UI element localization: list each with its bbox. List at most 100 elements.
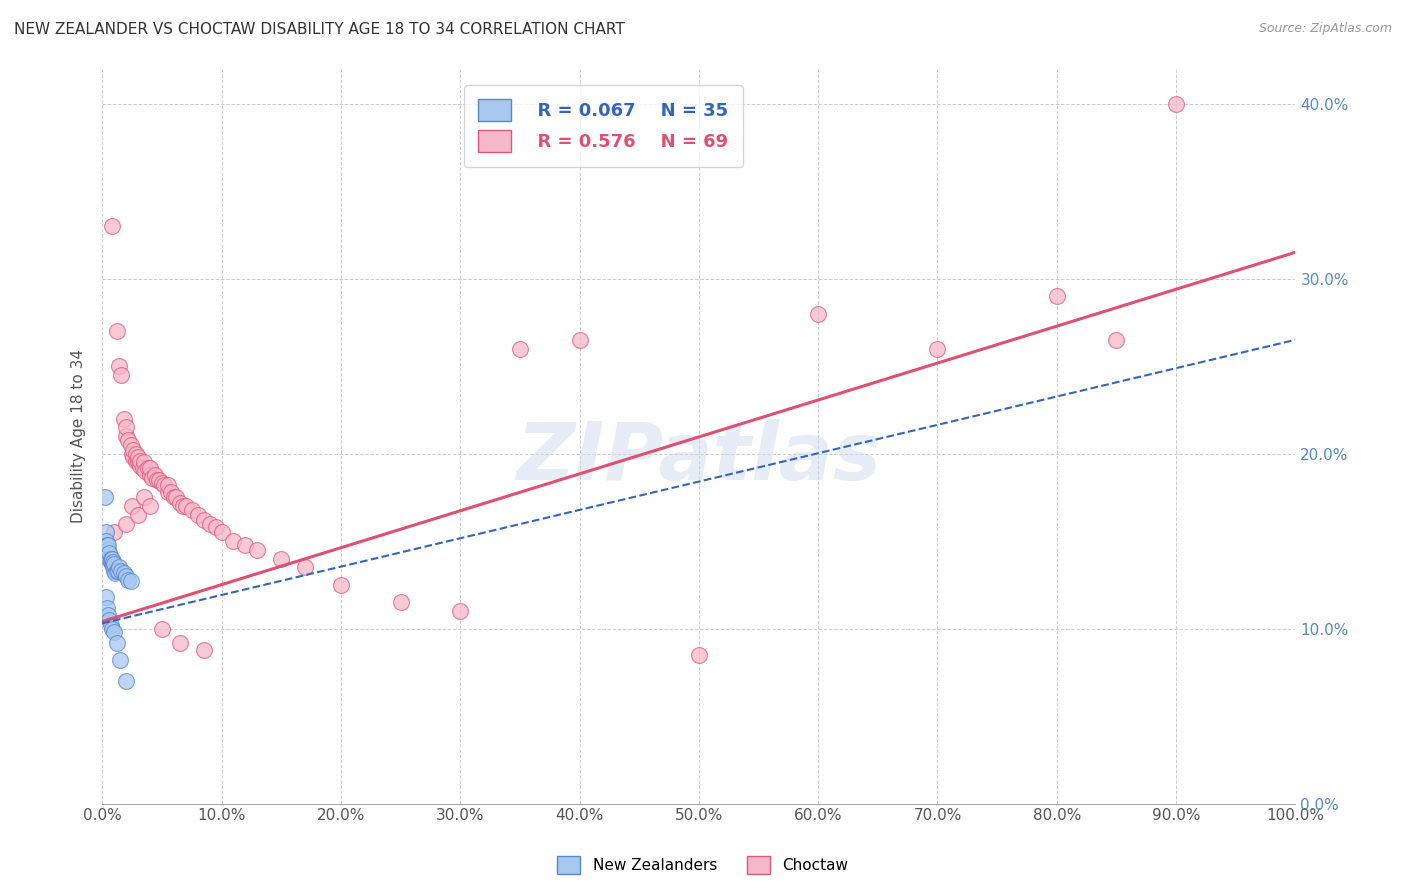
Point — [1166, 96, 1188, 111]
Point — [121, 499, 143, 513]
Point — [1105, 333, 1128, 347]
Point — [98, 613, 121, 627]
Point — [132, 460, 155, 475]
Point — [156, 478, 179, 492]
Legend:   R = 0.067    N = 35,   R = 0.576    N = 69: R = 0.067 N = 35, R = 0.576 N = 69 — [464, 85, 742, 167]
Point — [235, 538, 257, 552]
Point — [143, 467, 166, 482]
Point — [112, 566, 135, 580]
Point — [100, 618, 122, 632]
Point — [115, 429, 138, 443]
Point — [105, 564, 128, 578]
Point — [132, 491, 155, 505]
Point — [103, 625, 125, 640]
Text: Source: ZipAtlas.com: Source: ZipAtlas.com — [1258, 22, 1392, 36]
Text: NEW ZEALANDER VS CHOCTAW DISABILITY AGE 18 TO 34 CORRELATION CHART: NEW ZEALANDER VS CHOCTAW DISABILITY AGE … — [14, 22, 624, 37]
Point — [115, 516, 138, 531]
Point — [688, 648, 710, 662]
Point — [568, 333, 591, 347]
Point — [122, 443, 145, 458]
Point — [100, 551, 122, 566]
Point — [509, 342, 531, 356]
Point — [141, 471, 163, 485]
Point — [211, 525, 233, 540]
Point — [120, 574, 142, 589]
Point — [148, 473, 170, 487]
Point — [100, 555, 122, 569]
Point — [121, 446, 143, 460]
Point — [107, 564, 129, 578]
Point — [122, 450, 145, 464]
Point — [93, 491, 115, 505]
Point — [103, 525, 125, 540]
Point — [108, 560, 131, 574]
Text: ZIPatlas: ZIPatlas — [516, 419, 882, 497]
Point — [104, 566, 127, 580]
Point — [193, 513, 215, 527]
Point — [150, 476, 173, 491]
Point — [101, 555, 124, 569]
Point — [329, 578, 352, 592]
Point — [112, 411, 135, 425]
Point — [98, 551, 121, 566]
Point — [139, 460, 162, 475]
Legend: New Zealanders, Choctaw: New Zealanders, Choctaw — [551, 850, 855, 880]
Point — [100, 551, 122, 566]
Point — [134, 464, 156, 478]
Point — [449, 604, 471, 618]
Point — [96, 538, 118, 552]
Point — [105, 635, 128, 649]
Point — [153, 478, 176, 492]
Point — [807, 307, 830, 321]
Point — [169, 635, 191, 649]
Point — [120, 438, 142, 452]
Point — [117, 433, 139, 447]
Point — [94, 525, 117, 540]
Point — [165, 491, 187, 505]
Point — [124, 453, 146, 467]
Point — [136, 460, 159, 475]
Point — [101, 560, 124, 574]
Point — [115, 569, 138, 583]
Point — [97, 607, 120, 622]
Point — [204, 520, 226, 534]
Point — [180, 502, 202, 516]
Point — [127, 450, 149, 464]
Point — [294, 560, 316, 574]
Point — [98, 546, 121, 560]
Point — [108, 359, 131, 373]
Point — [94, 590, 117, 604]
Point — [389, 595, 412, 609]
Point — [110, 368, 132, 382]
Point — [160, 485, 183, 500]
Point — [100, 622, 122, 636]
Point — [97, 538, 120, 552]
Point — [129, 458, 152, 473]
Point — [169, 495, 191, 509]
Point — [103, 557, 125, 571]
Point — [100, 219, 122, 233]
Point — [198, 516, 221, 531]
Point — [96, 600, 118, 615]
Point — [103, 564, 125, 578]
Point — [108, 653, 131, 667]
Point — [94, 534, 117, 549]
Point — [927, 342, 949, 356]
Point — [163, 491, 186, 505]
Point — [127, 455, 149, 469]
Point — [127, 508, 149, 522]
Point — [1046, 289, 1069, 303]
Point — [124, 446, 146, 460]
Point — [270, 551, 292, 566]
Point — [222, 534, 245, 549]
Point — [174, 499, 197, 513]
Point — [150, 622, 173, 636]
Point — [156, 485, 179, 500]
Point — [172, 499, 194, 513]
Point — [139, 467, 162, 482]
Point — [246, 542, 269, 557]
Point — [115, 674, 138, 689]
Point — [129, 453, 152, 467]
Point — [105, 324, 128, 338]
Point — [100, 557, 122, 571]
